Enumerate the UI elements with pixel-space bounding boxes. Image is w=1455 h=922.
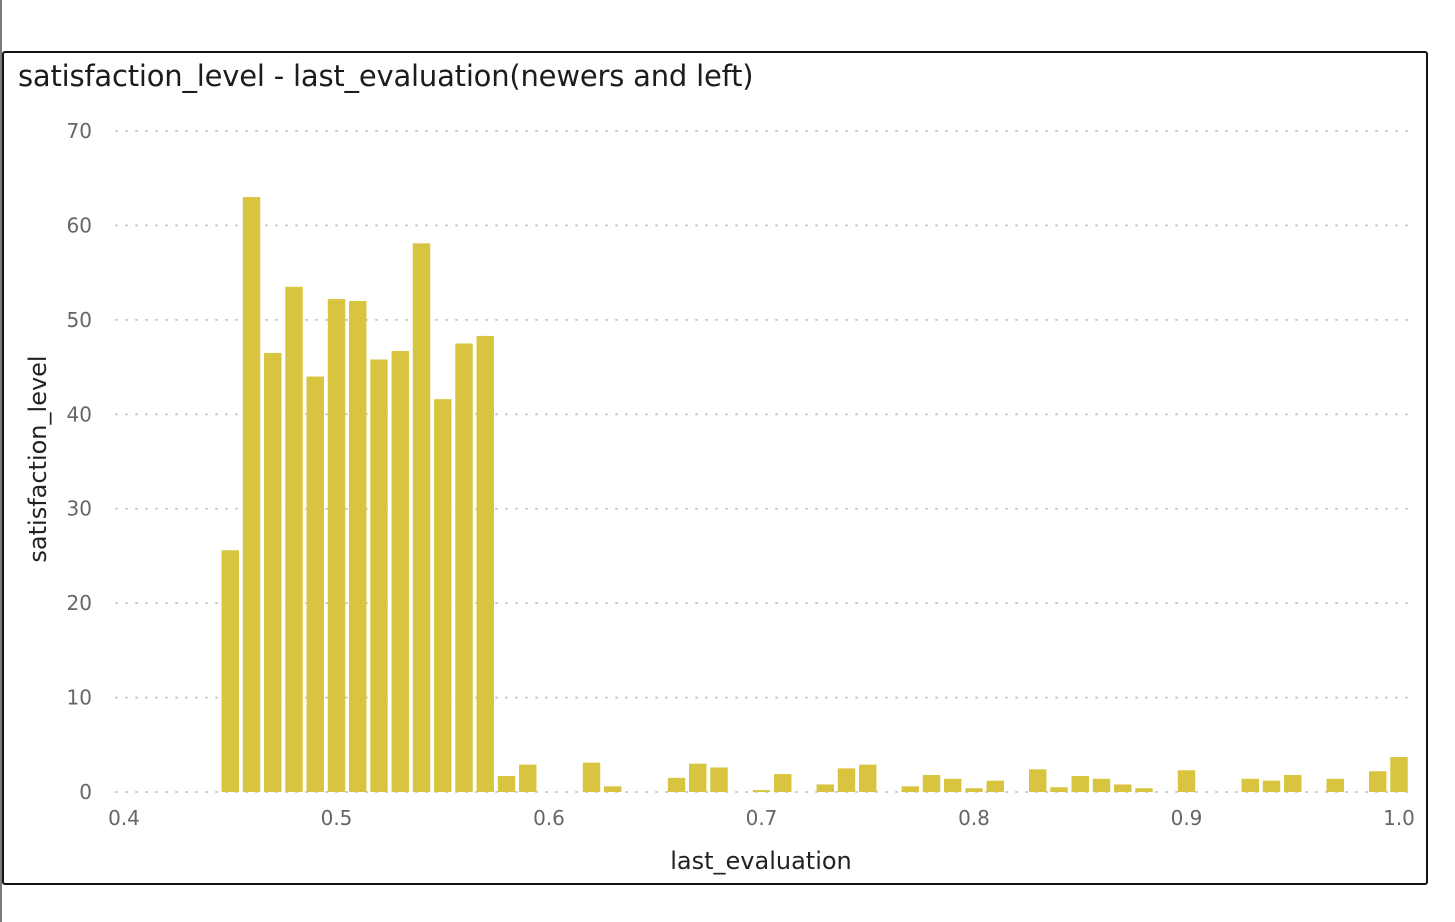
bar-chart: 0 10 20 30 40 50 60 70 0.4 0.5 0.6 0.7 0.8 0.9 1.0 la… (24, 119, 1415, 875)
bar[interactable] (497, 775, 516, 792)
bar[interactable] (604, 786, 622, 792)
y-tick-label: 70 (67, 119, 92, 143)
bar[interactable] (1114, 784, 1132, 792)
x-tick-labels: 0.4 0.5 0.6 0.7 0.8 0.9 1.0 (108, 806, 1415, 830)
bar[interactable] (306, 376, 324, 792)
bar[interactable] (901, 786, 919, 792)
bars (221, 197, 1408, 793)
bar[interactable] (242, 197, 261, 793)
bar[interactable] (370, 359, 388, 792)
x-tick-label: 0.5 (321, 806, 353, 830)
bar[interactable] (434, 399, 452, 792)
bar[interactable] (689, 763, 707, 792)
x-tick-label: 0.7 (746, 806, 778, 830)
bar[interactable] (1071, 775, 1089, 792)
y-tick-label: 20 (67, 591, 92, 615)
bar[interactable] (1241, 778, 1259, 792)
y-axis-title: satisfaction_level (24, 355, 52, 562)
bar[interactable] (285, 286, 303, 792)
y-tick-label: 40 (67, 402, 92, 426)
bar[interactable] (1092, 778, 1111, 792)
x-tick-label: 0.8 (958, 806, 990, 830)
bar[interactable] (816, 784, 834, 792)
y-tick-label: 0 (79, 780, 92, 804)
bar[interactable] (349, 300, 367, 792)
bar[interactable] (774, 774, 792, 792)
bar[interactable] (965, 788, 983, 792)
y-tick-labels: 0 10 20 30 40 50 60 70 (67, 119, 92, 804)
bar[interactable] (1369, 771, 1387, 792)
x-tick-label: 0.9 (1171, 806, 1203, 830)
bar[interactable] (391, 351, 409, 792)
bar[interactable] (944, 778, 962, 792)
bar[interactable] (837, 768, 856, 792)
bar[interactable] (582, 762, 601, 792)
bar[interactable] (221, 550, 239, 792)
bar[interactable] (1135, 788, 1153, 792)
bar[interactable] (1284, 775, 1302, 792)
bar[interactable] (1262, 780, 1281, 792)
bar[interactable] (519, 764, 537, 792)
bar[interactable] (1326, 778, 1344, 792)
bar[interactable] (264, 352, 282, 792)
x-axis-title: last_evaluation (670, 847, 852, 875)
bar[interactable] (455, 343, 473, 792)
y-tick-label: 60 (67, 213, 92, 237)
y-tick-label: 10 (67, 686, 92, 710)
x-tick-label: 0.6 (533, 806, 565, 830)
bar[interactable] (1029, 769, 1047, 792)
chart-visual[interactable]: satisfaction_level - last_evaluation(new… (2, 51, 1428, 885)
bar[interactable] (667, 777, 686, 792)
bar[interactable] (1050, 787, 1068, 792)
bar[interactable] (412, 243, 431, 792)
y-tick-label: 50 (67, 308, 92, 332)
bar[interactable] (1390, 757, 1408, 792)
window-left-edge (0, 0, 2, 922)
bar[interactable] (1177, 770, 1196, 792)
bar[interactable] (922, 775, 941, 792)
x-tick-label: 0.4 (108, 806, 140, 830)
bar[interactable] (859, 764, 877, 792)
bar[interactable] (986, 780, 1004, 792)
bar[interactable] (752, 790, 771, 792)
bar[interactable] (476, 335, 494, 792)
chart-title: satisfaction_level - last_evaluation(new… (18, 59, 754, 93)
y-tick-label: 30 (67, 497, 92, 521)
x-tick-label: 1.0 (1383, 806, 1415, 830)
bar[interactable] (327, 299, 346, 792)
bar[interactable] (710, 767, 728, 792)
